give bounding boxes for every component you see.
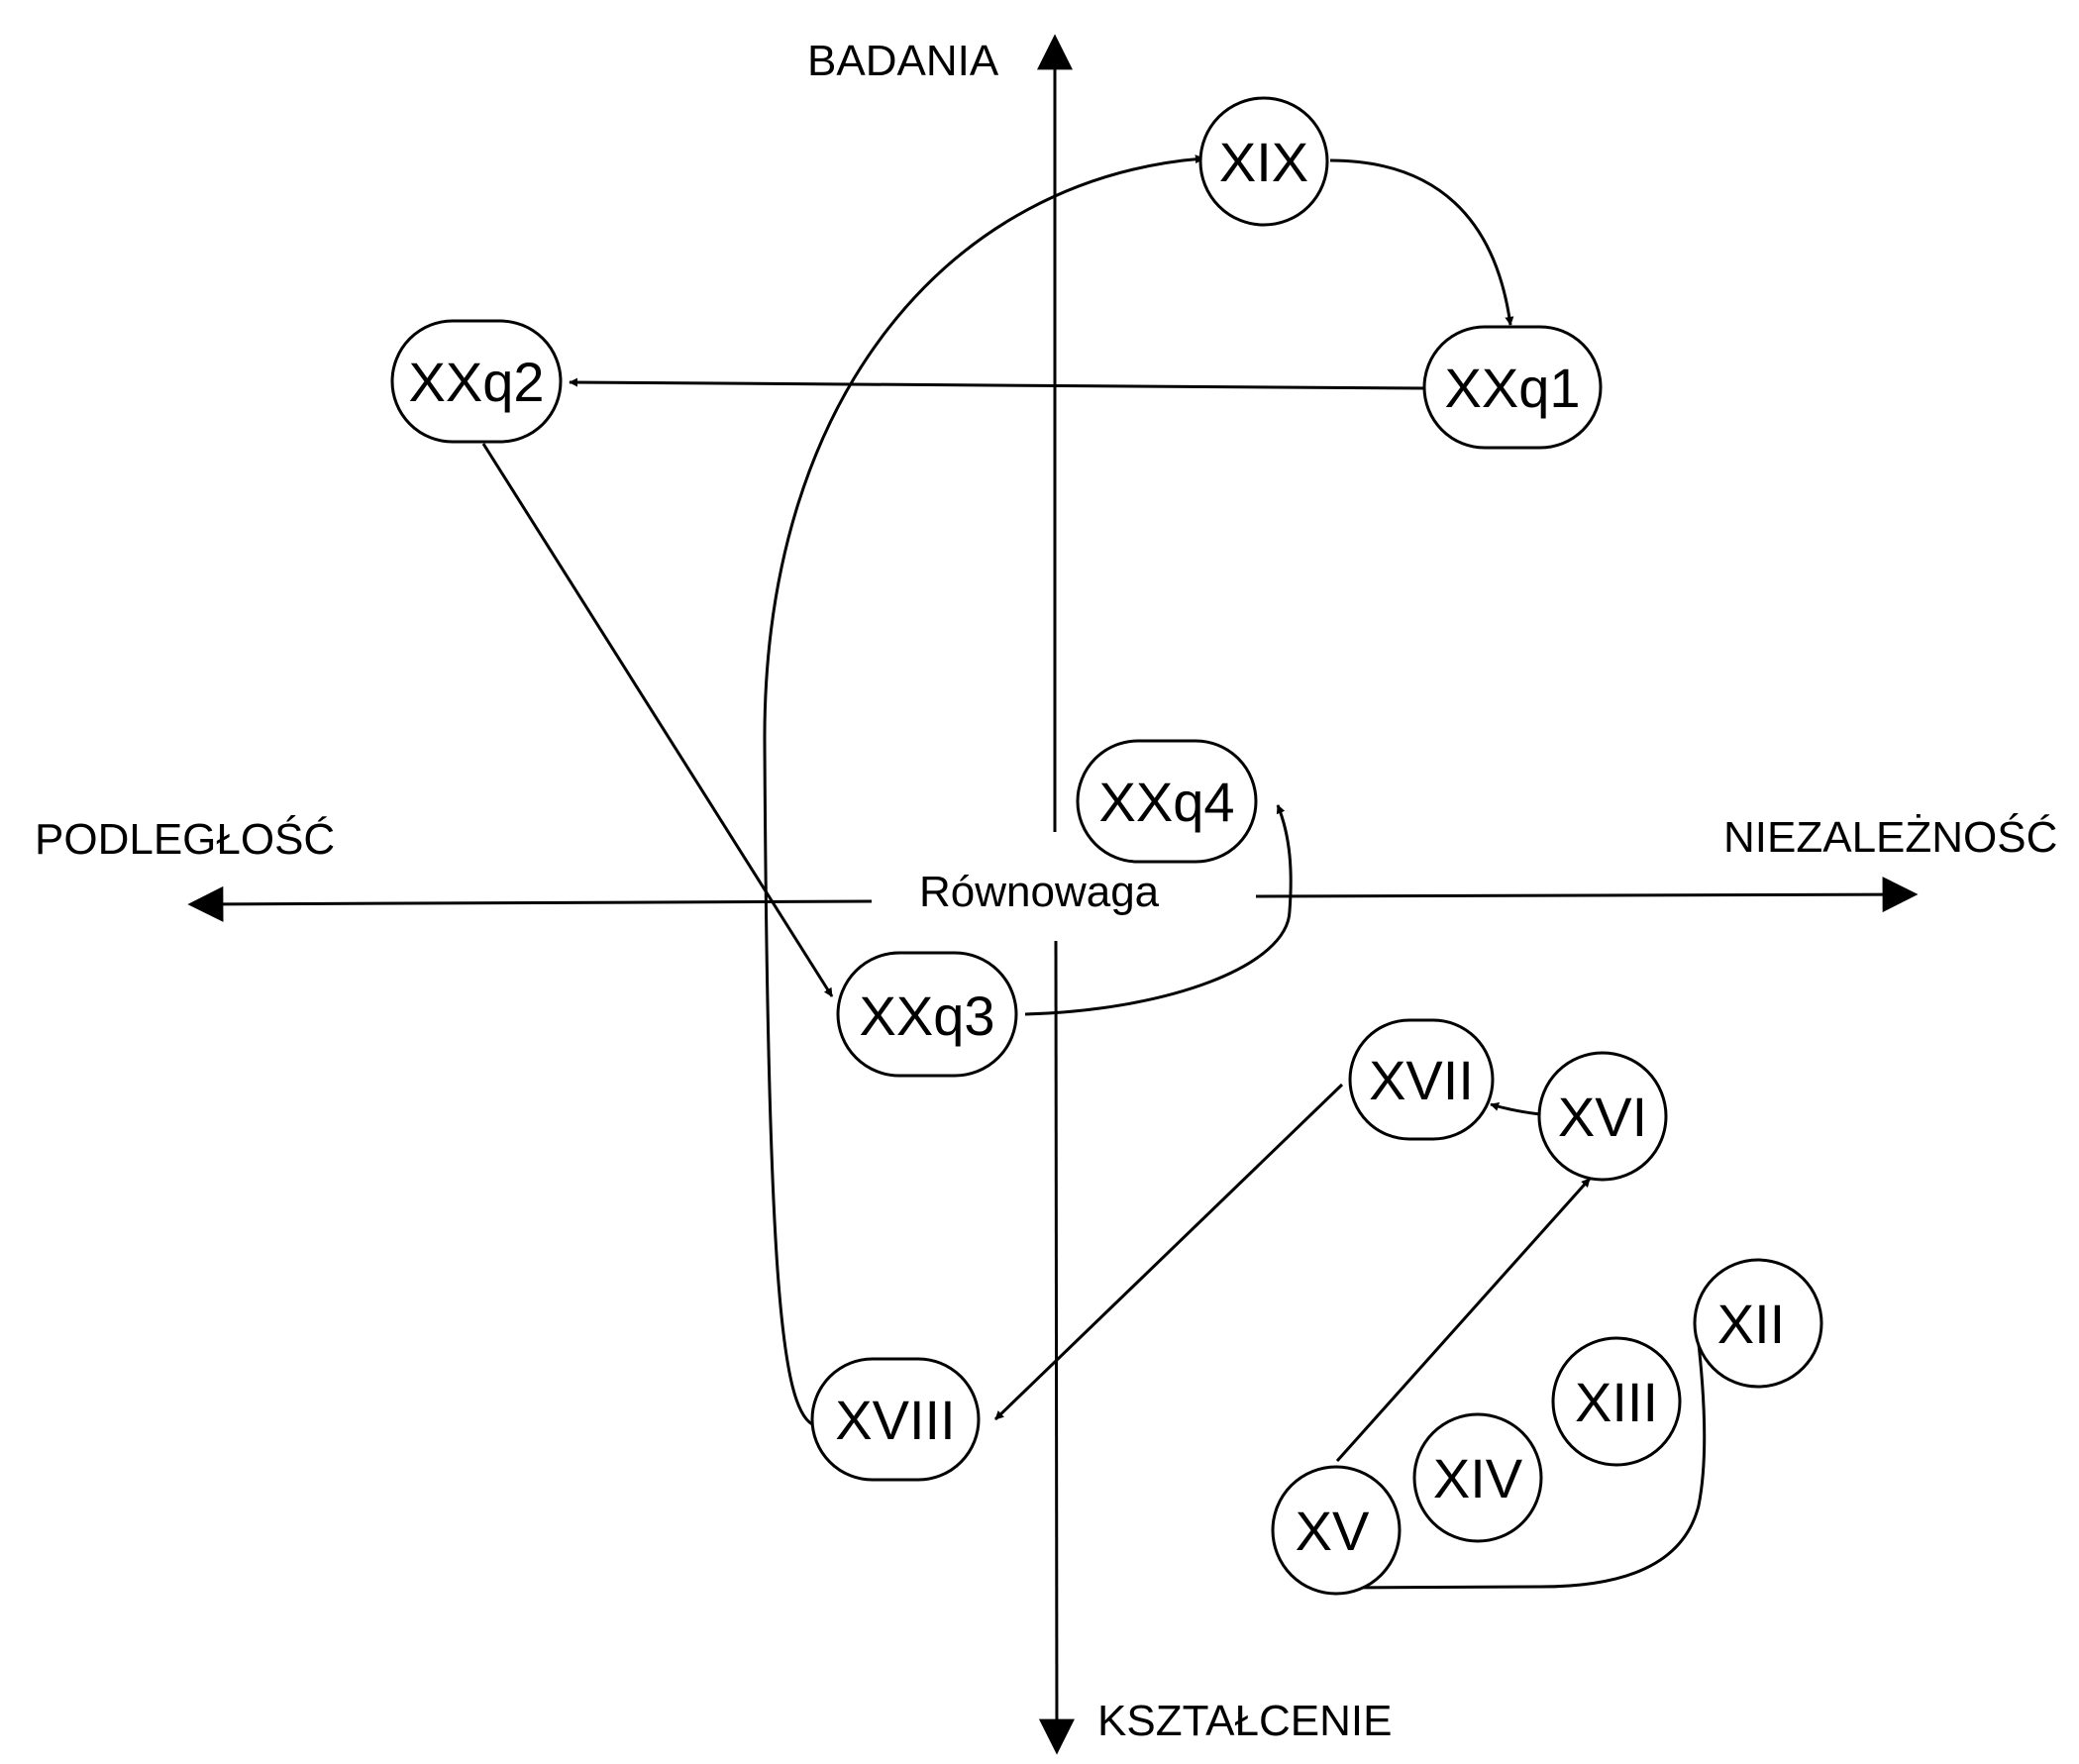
node-xiii: XIII: [1551, 1336, 1682, 1467]
axis-vertical-down: [1038, 940, 1075, 1755]
node-xxq4: XXq4: [1076, 739, 1258, 864]
node-xvii: XVII: [1348, 1018, 1495, 1141]
node-xvii-label: XVII: [1369, 1049, 1474, 1111]
node-xvi: XVI: [1537, 1051, 1668, 1182]
edge-xxq2-xxq3: [481, 443, 834, 997]
node-xviii-label: XVIII: [835, 1389, 955, 1451]
node-xiii-label: XIII: [1575, 1371, 1658, 1433]
node-xix: XIX: [1198, 96, 1329, 227]
node-xxq3: XXq3: [836, 951, 1018, 1078]
axis-horizontal-left: [187, 885, 873, 922]
axis-label-bottom: KSZTAŁCENIE: [1097, 1697, 1392, 1745]
node-xii: XII: [1693, 1258, 1823, 1389]
axis-label-top: BADANIA: [807, 37, 999, 85]
node-xvi-label: XVI: [1558, 1086, 1647, 1148]
node-xiv-label: XIV: [1433, 1447, 1523, 1509]
node-xiv: XIV: [1412, 1412, 1543, 1543]
edge-xvi-xvii: [1490, 1102, 1541, 1116]
node-xv: XV: [1271, 1465, 1402, 1596]
node-xii-label: XII: [1717, 1293, 1785, 1355]
axis-horizontal-right: [1255, 877, 1919, 913]
node-xxq1: XXq1: [1422, 325, 1603, 450]
edge-xviii-xix: [763, 155, 1204, 1426]
node-xxq2: XXq2: [390, 319, 563, 444]
node-xv-label: XV: [1296, 1500, 1370, 1562]
edge-xxq3-xxq4: [1024, 804, 1293, 1016]
node-xix-label: XIX: [1219, 131, 1308, 193]
edge-xii-xv: [1341, 1334, 1707, 1593]
node-xxq4-label: XXq4: [1099, 771, 1235, 833]
center-label: Równowaga: [919, 868, 1160, 916]
edge-xv-xvi: [1335, 1177, 1592, 1463]
node-xxq2-label: XXq2: [409, 351, 545, 413]
axis-label-right: NIEZALEŻNOŚĆ: [1723, 811, 2057, 862]
node-xviii: XVIII: [810, 1357, 981, 1482]
edge-xix-xxq1: [1329, 158, 1514, 326]
node-xxq3-label: XXq3: [860, 985, 995, 1047]
node-xxq1-label: XXq1: [1445, 357, 1581, 419]
edge-xxq1-xxq2: [569, 377, 1425, 390]
edge-xvii-xviii: [993, 1083, 1344, 1421]
axis-label-left: PODLEGŁOŚĆ: [35, 813, 335, 864]
